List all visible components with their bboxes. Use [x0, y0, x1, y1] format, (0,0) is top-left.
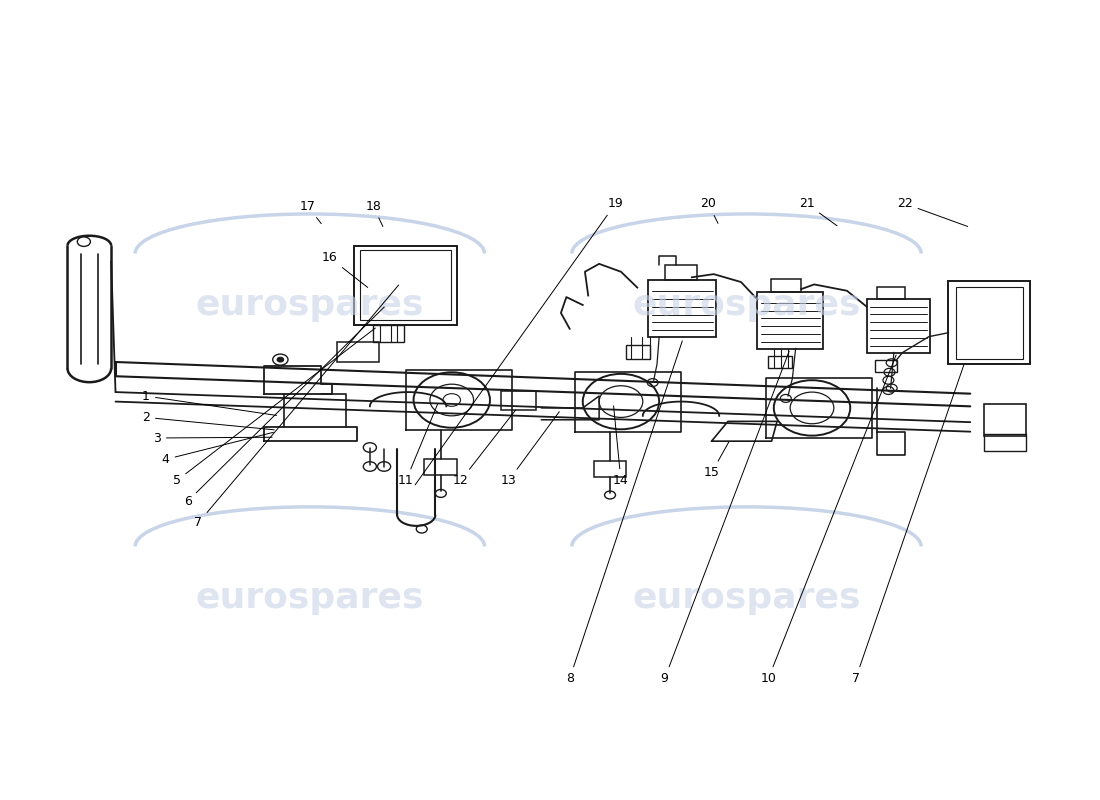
Text: 3: 3 [153, 431, 272, 445]
Bar [876, 360, 898, 372]
Bar [984, 434, 1026, 451]
Bar [956, 286, 1023, 359]
Bar [948, 282, 1031, 364]
Text: 4: 4 [162, 432, 273, 466]
Text: eurospares: eurospares [632, 288, 860, 322]
Bar [878, 286, 905, 298]
Bar [337, 342, 378, 362]
Bar [594, 461, 626, 477]
Text: 16: 16 [321, 251, 367, 287]
Text: 15: 15 [704, 442, 729, 479]
Text: 17: 17 [299, 199, 321, 224]
Bar [373, 325, 404, 342]
Text: 7: 7 [195, 285, 398, 530]
Text: 9: 9 [661, 351, 789, 685]
Text: 22: 22 [896, 197, 968, 226]
Text: 19: 19 [415, 197, 624, 485]
Bar [353, 246, 458, 325]
Bar [867, 298, 930, 353]
Bar [425, 459, 458, 475]
Text: eurospares: eurospares [196, 581, 425, 615]
Text: 18: 18 [365, 199, 383, 226]
Text: 10: 10 [760, 355, 896, 685]
Text: 8: 8 [565, 341, 682, 685]
Text: 12: 12 [452, 410, 516, 487]
Text: 21: 21 [799, 197, 837, 226]
Bar [984, 404, 1026, 436]
Bar [648, 280, 716, 337]
Text: 1: 1 [142, 390, 276, 415]
Text: eurospares: eurospares [196, 288, 425, 322]
Text: 2: 2 [142, 411, 274, 430]
Bar [626, 345, 650, 359]
Bar [768, 356, 792, 368]
Text: 5: 5 [173, 328, 375, 487]
Text: eurospares: eurospares [632, 581, 860, 615]
Circle shape [77, 237, 90, 246]
Bar [500, 390, 536, 410]
Text: 6: 6 [184, 307, 384, 508]
Text: 20: 20 [701, 197, 718, 223]
Bar [758, 291, 823, 349]
Circle shape [277, 358, 284, 362]
Text: 7: 7 [851, 365, 964, 685]
Text: 13: 13 [500, 412, 559, 487]
Text: 14: 14 [613, 406, 629, 487]
Bar [360, 250, 451, 320]
Bar [770, 279, 801, 291]
Bar [664, 266, 697, 280]
Text: 11: 11 [398, 404, 438, 487]
